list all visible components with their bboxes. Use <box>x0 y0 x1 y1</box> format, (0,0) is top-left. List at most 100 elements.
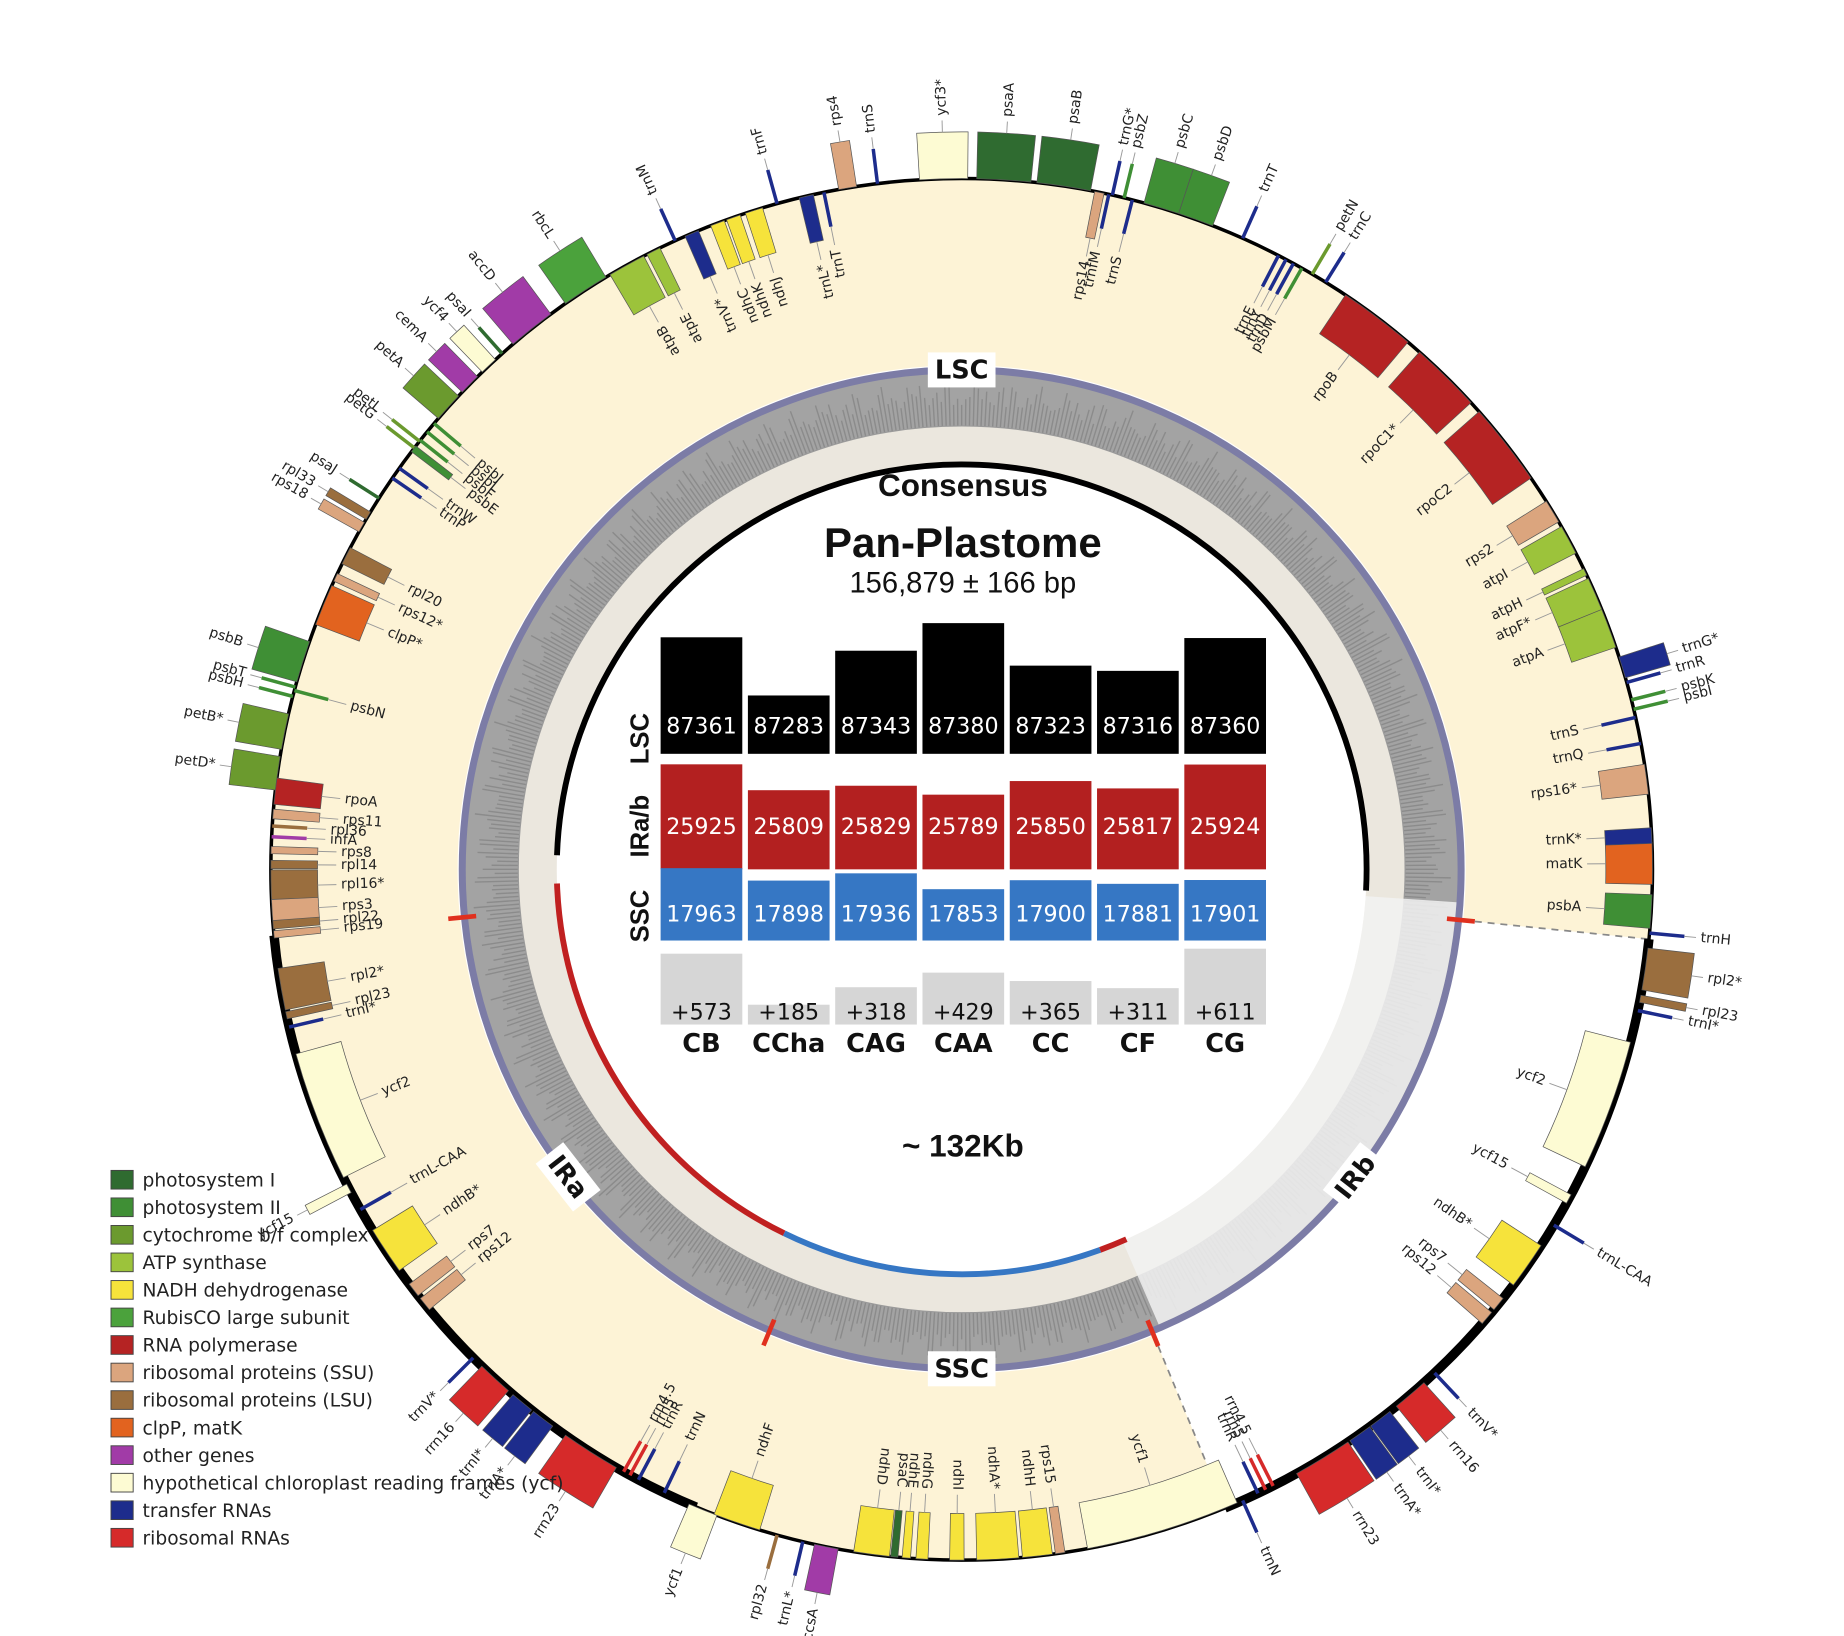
legend-swatch <box>110 1417 134 1438</box>
gene-block <box>272 808 321 823</box>
gene-label: rps15 <box>1037 1443 1059 1485</box>
bar-value: +611 <box>1195 999 1256 1025</box>
bar-value: 87343 <box>841 713 911 739</box>
bar-value: 25817 <box>1103 814 1173 840</box>
gene-leader <box>306 837 326 840</box>
accession-label: CAA <box>934 1029 993 1059</box>
bar-value: +311 <box>1107 999 1168 1025</box>
gene-label: trnV* <box>405 1388 442 1425</box>
gene-block <box>1597 763 1649 800</box>
gene-label: psaA <box>1000 82 1018 118</box>
gene-block <box>272 824 308 830</box>
legend-label: clpP, matK <box>143 1418 243 1439</box>
gene-label: ndhB* <box>1430 1194 1475 1232</box>
gene-block <box>1268 258 1288 292</box>
gene-leader <box>1343 242 1351 253</box>
gene-block <box>1446 1282 1493 1324</box>
gene-label: rpoA <box>344 791 379 811</box>
gene-block <box>348 477 380 500</box>
gene-label: psbA <box>1546 897 1582 915</box>
legend-label: photosystem II <box>143 1198 281 1219</box>
gene-leader <box>1547 643 1566 651</box>
consensus-label: Consensus <box>878 467 1048 503</box>
gene-block <box>1275 262 1295 295</box>
gene-leader <box>733 266 742 285</box>
comparison-bar <box>835 987 917 1025</box>
bar-value: 25924 <box>1190 814 1260 840</box>
bar-value: 17898 <box>753 901 823 927</box>
gene-block <box>1457 1268 1504 1311</box>
gene-label: trnL* <box>775 1590 799 1627</box>
row-label: IRa/b <box>627 795 655 858</box>
gene-label: psaC <box>893 1452 912 1488</box>
region-label-box <box>1322 1142 1388 1212</box>
gene-leader <box>1399 409 1414 424</box>
gene-leader <box>764 158 769 171</box>
bar-value: 87360 <box>1190 713 1260 739</box>
gene-label: matK <box>1545 856 1583 872</box>
comparison-bar <box>660 868 743 941</box>
gene-label: rpl23 <box>353 985 392 1008</box>
region-label-text: SSC <box>934 1354 989 1384</box>
comparison-bar <box>660 953 743 1025</box>
gene-block <box>390 418 421 443</box>
gene-leader <box>648 305 659 323</box>
gene-leader <box>455 1412 464 1422</box>
gene-block <box>538 1434 617 1509</box>
gene-block <box>1604 827 1653 846</box>
bar-value: 17936 <box>841 901 911 927</box>
gene-leader <box>307 827 326 830</box>
gene-block <box>798 194 824 244</box>
gene-label: petD* <box>174 751 217 773</box>
legend-label: ribosomal proteins (LSU) <box>143 1391 373 1412</box>
gene-block <box>295 1041 386 1179</box>
gene-label: psbC <box>1172 112 1197 150</box>
gene-label: trnfM <box>1081 250 1104 289</box>
bar-value: 17900 <box>1015 901 1085 927</box>
gene-leader <box>1665 687 1677 692</box>
gene-label: trnI* <box>1412 1464 1444 1498</box>
gene-label: rps4 <box>824 94 845 127</box>
gene-label: trnI* <box>344 999 378 1022</box>
gene-label: trnT <box>1256 162 1282 195</box>
gene-label: ycf2 <box>1514 1064 1548 1089</box>
gene-block <box>272 916 321 930</box>
gene-leader <box>1454 472 1470 485</box>
gene-block <box>398 466 429 490</box>
bar-value: 87380 <box>928 713 998 739</box>
gene-label: trnL* <box>814 263 837 300</box>
gene-label: petA <box>372 337 407 371</box>
gene-label: rps8 <box>341 844 372 861</box>
gene-block <box>713 1470 774 1531</box>
gene-label: rrn23 <box>1349 1508 1382 1549</box>
gene-label: trnS <box>1103 254 1126 286</box>
gene-block <box>1520 526 1577 575</box>
gene-block <box>1099 194 1111 229</box>
gene-block <box>659 208 677 242</box>
legend-swatch <box>110 1280 134 1300</box>
gene-label: rpl36 <box>330 822 367 840</box>
row-label: SSC <box>627 890 655 943</box>
gene-label: psbD <box>1209 124 1236 163</box>
gene-block <box>766 1534 779 1570</box>
gene-label: ndhG <box>918 1451 936 1489</box>
gene-block <box>1552 1223 1585 1245</box>
gene-leader <box>339 472 350 480</box>
legend-label: transfer RNAs <box>143 1501 272 1522</box>
legend-label: RubisCO large subunit <box>143 1308 350 1329</box>
comparison-bar <box>922 794 1005 870</box>
gene-leader <box>1585 907 1605 910</box>
gene-label: rpl32 <box>746 1582 771 1621</box>
gene-leader <box>1253 286 1263 304</box>
legend-swatch <box>110 1169 134 1190</box>
gene-label: rpl2* <box>349 963 386 985</box>
gene-label: accD <box>465 247 499 284</box>
gene-block <box>1319 294 1409 379</box>
gene-block <box>1241 205 1259 239</box>
gene-label: rpl22 <box>342 908 380 927</box>
gene-leader <box>748 261 756 280</box>
gene-leader <box>247 643 259 649</box>
gene-leader <box>1085 238 1091 257</box>
gene-label: trnA* <box>1390 1481 1424 1520</box>
legend-label: ribosomal RNAs <box>143 1528 290 1549</box>
